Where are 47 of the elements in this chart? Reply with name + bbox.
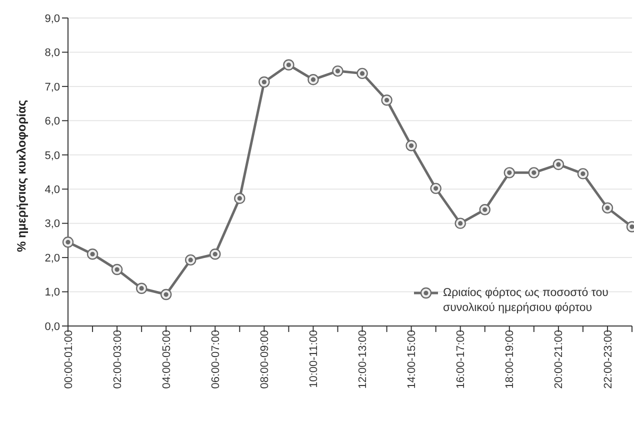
point — [136, 282, 148, 294]
legend-label: Ωριαίος φόρτος ως ποσοστό του συνολικού ημερήσιου φόρτου — [443, 286, 610, 316]
x-tick-label: 08:00-09:00 — [258, 330, 271, 389]
x-tick-label: 12:00-13:00 — [357, 330, 370, 389]
y-tick-label: 4,0 — [44, 184, 60, 196]
point — [185, 254, 196, 266]
y-tick-label: 6,0 — [44, 116, 60, 128]
y-tick-label: 2,0 — [44, 252, 60, 264]
y-tick-label: 7,0 — [44, 81, 60, 94]
point — [552, 158, 564, 170]
y-tick-label: 5,0 — [44, 150, 60, 162]
point — [528, 167, 540, 178]
point — [210, 248, 221, 260]
point — [283, 59, 294, 70]
point — [258, 76, 270, 88]
point — [454, 218, 466, 229]
x-tick-label: 04:00-05:00 — [160, 330, 173, 389]
x-tick-label: 22:00-23:00 — [602, 330, 614, 389]
point — [62, 236, 74, 248]
y-tick-label: 3,0 — [44, 218, 60, 230]
point — [381, 94, 392, 106]
point — [430, 182, 442, 194]
point — [602, 202, 614, 214]
y-tick-label: 1,0 — [44, 286, 60, 299]
x-tick-label: 18:00-19:00 — [504, 330, 516, 389]
x-tick-label: 06:00-07:00 — [210, 330, 222, 389]
x-tick-label: 20:00-21:00 — [553, 330, 566, 389]
point — [356, 68, 368, 80]
x-tick-label: 00:00-01:00 — [62, 330, 75, 389]
x-tick-label: 10:00-11:00 — [308, 330, 320, 388]
x-tick-label: 14:00-15:00 — [406, 330, 418, 389]
y-tick-label: 8,0 — [44, 47, 60, 60]
point — [577, 168, 589, 180]
point — [332, 65, 344, 77]
point — [160, 288, 172, 300]
point — [234, 192, 246, 204]
y-axis-title: % ημερήσιας κυκλοφορίας — [14, 100, 28, 252]
point — [86, 248, 98, 260]
x-tick-label: 02:00-03:00 — [112, 330, 124, 389]
y-tick-label: 0,0 — [44, 320, 60, 333]
x-tick-label: 16:00-17:00 — [455, 330, 468, 389]
y-tick-label: 9,0 — [44, 12, 60, 25]
point — [111, 264, 123, 276]
point — [479, 204, 490, 216]
point — [406, 140, 417, 152]
point — [504, 167, 515, 178]
point — [308, 74, 319, 86]
